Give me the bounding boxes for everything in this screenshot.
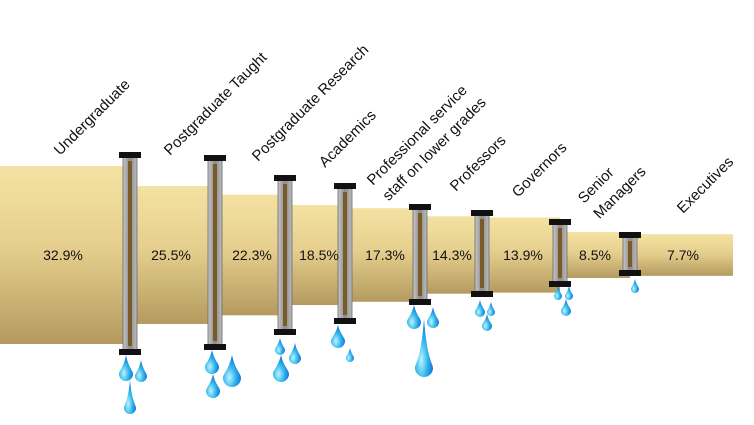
- value-label-1: 32.9%: [43, 247, 83, 263]
- category-label-5: Professional servicestaff on lower grade…: [364, 79, 490, 205]
- category-label-1: Undergraduate: [51, 76, 134, 159]
- value-label-4: 18.5%: [299, 247, 339, 263]
- category-label-2: Postgraduate Taught: [161, 49, 271, 159]
- pipe-joint-6: [471, 210, 493, 297]
- water-drops: [119, 279, 639, 414]
- pipe-joint-2: [204, 155, 226, 350]
- pipe-segment-7: [482, 217, 560, 293]
- pipe-joint-7: [549, 219, 571, 287]
- water-drop-icon: [427, 307, 439, 328]
- water-drop-icon: [289, 343, 301, 364]
- value-label-9: 7.7%: [667, 247, 699, 263]
- water-drop-icon: [487, 302, 495, 316]
- pipe-segment-3: [215, 194, 285, 316]
- water-drop-icon: [482, 314, 492, 331]
- water-drop-icon: [346, 348, 354, 362]
- water-drop-icon: [223, 355, 241, 387]
- water-drop-icon: [273, 355, 289, 382]
- pipe-segments: [0, 166, 733, 344]
- pipe-segment-6: [420, 216, 482, 294]
- pipe-segment-5: [345, 208, 420, 302]
- water-drop-icon: [124, 380, 136, 414]
- value-labels: 32.9% 25.5% 22.3% 18.5% 17.3% 14.3% 13.9% 8.5% 7…: [43, 247, 699, 263]
- value-label-6: 14.3%: [432, 247, 472, 263]
- pipe-segment-8: [560, 232, 630, 278]
- pipe-joint-4: [334, 183, 356, 324]
- water-drop-icon: [119, 355, 133, 381]
- pipe-joint-5: [409, 204, 431, 305]
- water-drop-icon: [331, 325, 345, 348]
- category-label-9: Executives: [674, 154, 737, 217]
- water-drop-icon: [631, 279, 639, 293]
- water-drop-icon: [407, 305, 421, 329]
- pipe-segment-1: [0, 166, 130, 344]
- category-label-4: Academics: [316, 107, 380, 171]
- pipe-joint-3: [274, 175, 296, 335]
- water-drop-icon: [206, 374, 220, 398]
- value-label-8: 8.5%: [579, 247, 611, 263]
- water-drop-icon: [135, 360, 147, 382]
- water-drop-icon: [275, 338, 285, 355]
- pipe-segment-4: [285, 204, 345, 306]
- pipe-joint-1: [119, 152, 141, 355]
- water-drop-icon: [415, 319, 433, 377]
- category-label-8: SeniorManagers: [575, 148, 650, 223]
- pipe-segment-9: [630, 234, 733, 276]
- water-drop-icon: [565, 286, 573, 300]
- pipe-segment-2: [130, 186, 215, 324]
- category-label-6: Professors: [447, 132, 510, 195]
- water-drop-icon: [561, 299, 571, 316]
- category-label-7: Governors: [509, 139, 571, 201]
- pipe-joints: [119, 152, 641, 355]
- water-drop-icon: [205, 350, 219, 374]
- water-drop-icon: [554, 286, 562, 300]
- value-label-3: 22.3%: [232, 247, 272, 263]
- value-label-7: 13.9%: [503, 247, 543, 263]
- pipe-joint-8: [619, 232, 641, 276]
- value-label-5: 17.3%: [365, 247, 405, 263]
- value-label-2: 25.5%: [151, 247, 191, 263]
- water-drop-icon: [475, 300, 485, 317]
